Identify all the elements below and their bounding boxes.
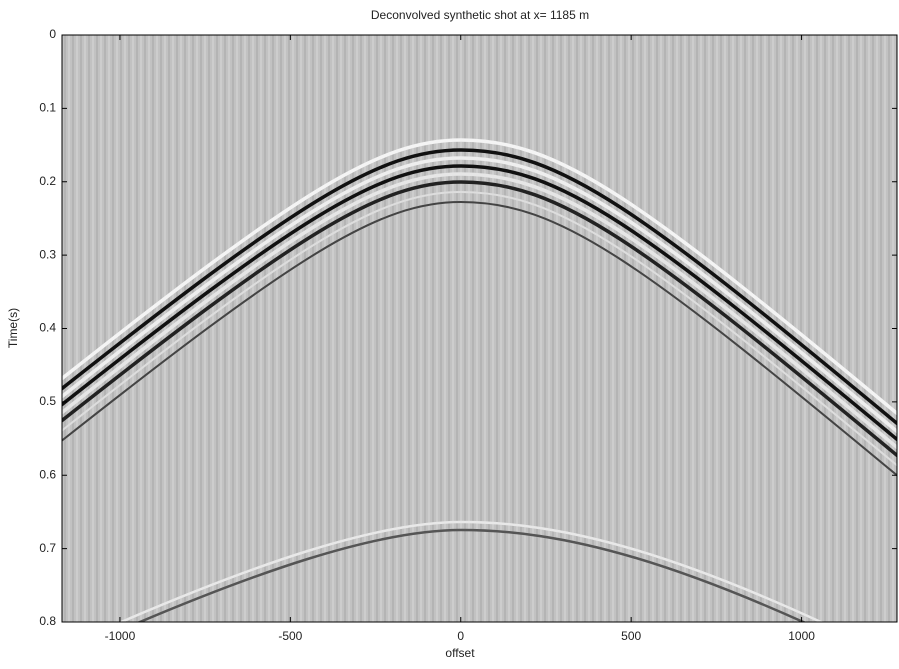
y-tick-label: 0.7 [39,541,56,555]
reflection [62,138,897,477]
y-tick-label: 0.8 [39,614,56,628]
image-background [62,35,897,622]
x-tick-label: -1000 [105,629,136,643]
y-tick-label: 0.2 [39,174,56,188]
x-tick-label: 500 [621,629,641,643]
chart-title: Deconvolved synthetic shot at x= 1185 m [371,8,589,22]
x-tick-label: -500 [278,629,302,643]
x-tick-label: 0 [457,629,464,643]
image [62,35,897,622]
reflection [118,520,824,622]
y-tick-label: 0.6 [39,467,56,481]
x-axis-label: offset [445,646,475,660]
y-tick-label: 0.3 [39,247,56,261]
y-tick-label: 0 [49,27,56,41]
x-tick-label: 1000 [788,629,815,643]
y-tick-label: 0.1 [39,101,56,115]
y-axis-label: Time(s) [6,308,20,348]
y-tick-label: 0.5 [39,394,56,408]
y-tick-label: 0.4 [39,321,56,335]
